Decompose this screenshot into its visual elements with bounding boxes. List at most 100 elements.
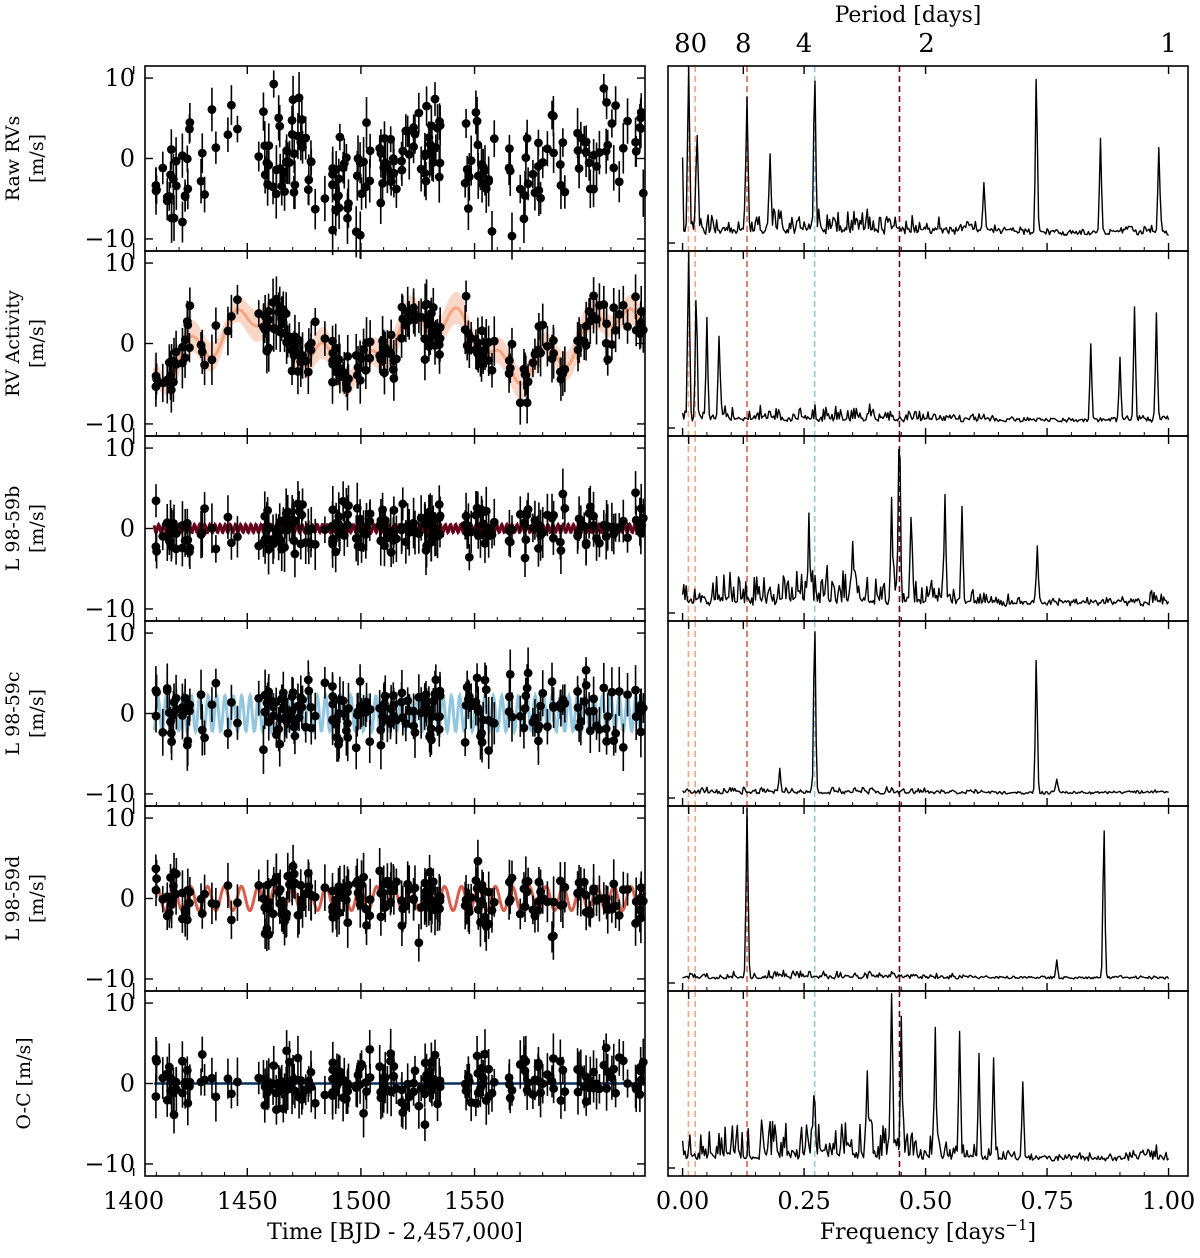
data-point	[464, 907, 474, 917]
data-point	[152, 1057, 161, 1066]
data-point	[183, 184, 193, 194]
data-point	[185, 343, 194, 353]
data-point	[636, 107, 646, 117]
data-point	[585, 726, 595, 736]
data-point	[430, 94, 440, 104]
data-point	[460, 738, 470, 747]
data-point	[341, 895, 351, 905]
data-point	[289, 536, 299, 546]
data-point	[290, 549, 300, 559]
data-point	[466, 527, 476, 537]
data-point	[435, 511, 445, 521]
data-point	[233, 532, 242, 542]
data-point	[151, 1092, 161, 1101]
data-point	[463, 204, 473, 213]
data-point	[409, 123, 419, 132]
data-point	[558, 138, 568, 147]
data-point	[328, 505, 338, 515]
data-point	[585, 909, 595, 919]
data-point	[549, 510, 559, 520]
data-point	[505, 1093, 515, 1103]
data-point	[290, 731, 300, 741]
data-point	[304, 175, 314, 185]
data-point	[296, 880, 306, 890]
data-point	[182, 915, 192, 925]
data-point	[200, 1075, 209, 1085]
data-point	[211, 321, 221, 330]
data-point	[484, 356, 494, 365]
data-point	[289, 187, 299, 197]
data-point	[581, 137, 591, 147]
data-point	[528, 1090, 538, 1099]
periodogram-curve	[682, 631, 1169, 795]
data-point	[609, 163, 619, 173]
y-axis-unit: [m/s]	[26, 319, 48, 368]
data-point	[328, 1058, 338, 1068]
data-point	[331, 547, 341, 557]
data-point	[310, 1098, 320, 1108]
data-point	[362, 118, 371, 127]
data-point	[285, 158, 294, 167]
data-point	[343, 384, 352, 393]
data-point	[264, 930, 274, 940]
periodogram-curve	[681, 992, 1170, 1162]
data-point	[361, 365, 371, 375]
data-point	[435, 158, 445, 168]
data-point	[207, 523, 217, 533]
data-point	[484, 1064, 494, 1074]
data-point	[489, 336, 499, 346]
data-point	[298, 142, 307, 152]
data-point	[576, 717, 586, 726]
x-axis-label: Frequency [days−1]	[820, 1216, 1036, 1245]
periodogram-curve	[681, 67, 1169, 237]
data-point	[519, 723, 529, 733]
data-point	[152, 546, 161, 556]
data-point	[589, 184, 598, 194]
data-point	[536, 348, 545, 358]
data-point	[362, 920, 371, 930]
data-point	[581, 680, 591, 690]
data-point	[480, 539, 490, 548]
rv-panel-6	[132, 990, 648, 1177]
data-point	[489, 897, 499, 907]
data-point	[171, 869, 181, 879]
y-axis-label: O-C [m/s]	[13, 1037, 35, 1129]
data-point	[409, 706, 418, 716]
periodogram-curve	[681, 448, 1170, 607]
y-axis-unit: [m/s]	[26, 874, 48, 923]
data-point	[362, 1087, 371, 1096]
data-point	[211, 143, 221, 153]
data-point	[398, 146, 408, 156]
data-point	[618, 1056, 628, 1066]
data-point	[344, 199, 353, 208]
data-point	[223, 512, 233, 522]
data-point	[522, 398, 532, 408]
data-point	[547, 677, 557, 687]
data-point	[310, 539, 320, 549]
data-point	[310, 317, 320, 327]
data-point	[603, 140, 613, 150]
x-tick-label: 1450	[217, 1187, 278, 1215]
data-point	[556, 1096, 566, 1105]
periodogram-panel-5	[667, 805, 1189, 992]
data-point	[298, 695, 307, 705]
data-point	[556, 180, 566, 190]
data-point	[523, 877, 533, 886]
data-point	[462, 682, 472, 692]
data-point	[183, 320, 193, 330]
data-point	[386, 548, 396, 557]
data-point	[595, 148, 604, 157]
data-point	[538, 688, 548, 698]
data-point	[519, 214, 529, 224]
data-point	[549, 1084, 559, 1093]
data-point	[556, 546, 566, 555]
data-point	[259, 745, 268, 755]
y-tick-label: −10	[84, 1150, 135, 1178]
data-point	[614, 310, 624, 319]
data-point	[320, 883, 330, 893]
data-point	[289, 149, 299, 159]
y-tick-label: 10	[104, 434, 135, 462]
data-point	[151, 711, 161, 721]
data-point	[484, 175, 494, 184]
